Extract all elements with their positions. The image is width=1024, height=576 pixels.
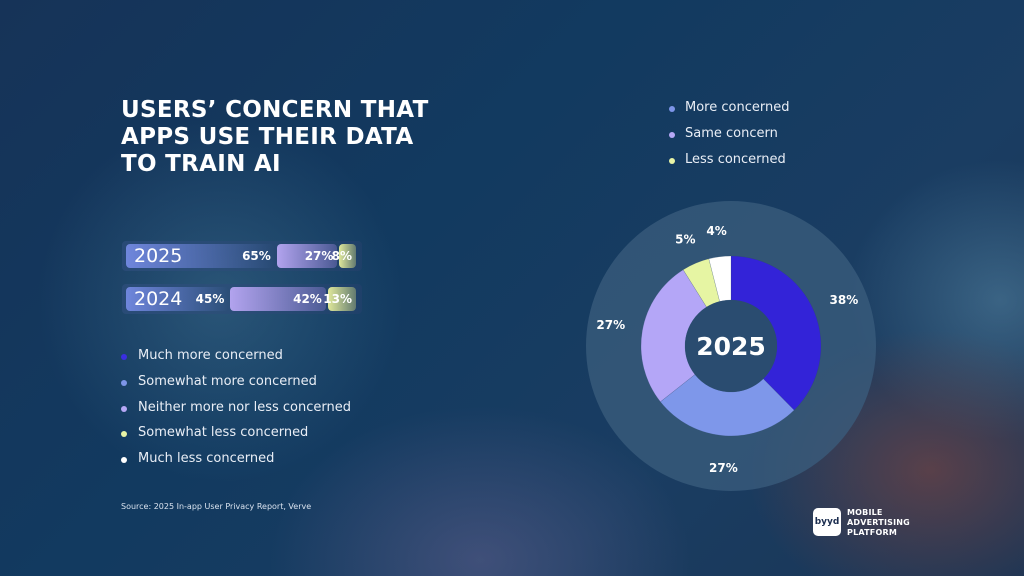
- bar-segment-2024-1: [230, 287, 326, 311]
- donut-center-label: 2025: [696, 332, 766, 361]
- legend-swatch: [121, 431, 127, 438]
- donut-value-label: 27%: [596, 318, 625, 332]
- bar-value-label: 65%: [242, 249, 271, 263]
- legend-item: Less concerned: [669, 150, 789, 176]
- legend-label: Much more concerned: [138, 348, 283, 363]
- legend-label: More concerned: [685, 100, 790, 115]
- legend-swatch: [669, 157, 675, 164]
- legend-item: Much less concerned: [121, 449, 351, 475]
- bar-value-label: 42%: [293, 292, 322, 306]
- source-note: Source: 2025 In-app User Privacy Report,…: [121, 502, 312, 511]
- legend-item: More concerned: [669, 98, 789, 124]
- donut-value-label: 4%: [706, 224, 726, 238]
- legend-label: Somewhat less concerned: [138, 425, 309, 441]
- bar-value-label: 8%: [331, 249, 352, 263]
- legend-swatch: [121, 405, 127, 412]
- legend-label: Less concerned: [685, 151, 786, 167]
- donut-legend: More concerned Same concern Less concerned: [669, 98, 789, 175]
- donut-value-label: 27%: [709, 461, 738, 475]
- brand-tagline: MOBILE ADVERTISING PLATFORM: [847, 508, 910, 537]
- bar-legend: Much more concerned Somewhat more concern…: [121, 346, 351, 475]
- donut-center: [685, 300, 777, 392]
- legend-item: Much more concerned: [121, 346, 351, 372]
- bar-segment-2024-2: [327, 287, 356, 311]
- legend-item: Same concern: [669, 124, 789, 150]
- bar-segment-2025-1: [276, 244, 338, 268]
- bar-row-2024: 45% 42% 13% 2024: [122, 284, 362, 314]
- legend-label: Neither more nor less concerned: [138, 399, 352, 415]
- bar-segment-2025-0: [126, 244, 275, 268]
- legend-item: Somewhat more concerned: [121, 372, 351, 398]
- legend-swatch: [121, 457, 127, 464]
- legend-swatch: [669, 131, 675, 138]
- bar-year-label: 2025: [134, 245, 183, 267]
- page-title: USERS’ CONCERN THAT APPS USE THEIR DATA …: [121, 97, 429, 177]
- legend-item: Somewhat less concerned: [121, 423, 351, 449]
- donut-value-label: 5%: [675, 232, 695, 246]
- donut-value-label: 38%: [830, 293, 859, 307]
- bar-value-label: 45%: [195, 292, 225, 306]
- legend-swatch: [121, 354, 127, 360]
- legend-label: Same concern: [685, 125, 778, 141]
- legend-item: Neither more nor less concerned: [121, 398, 351, 424]
- legend-swatch: [121, 379, 127, 386]
- legend-label: Much less concerned: [138, 451, 275, 467]
- bar-year-label: 2024: [134, 288, 183, 310]
- brand-logo: byyd: [813, 508, 841, 536]
- bar-segment-2025-2: [339, 244, 356, 268]
- legend-label: Somewhat more concerned: [138, 373, 317, 389]
- bar-value-label: 27%: [304, 249, 334, 263]
- bar-value-label: 13%: [323, 292, 352, 306]
- bar-segment-2024-0: [126, 287, 229, 311]
- legend-swatch: [669, 106, 675, 112]
- bar-row-2025: 65% 27% 8% 2025: [122, 241, 362, 271]
